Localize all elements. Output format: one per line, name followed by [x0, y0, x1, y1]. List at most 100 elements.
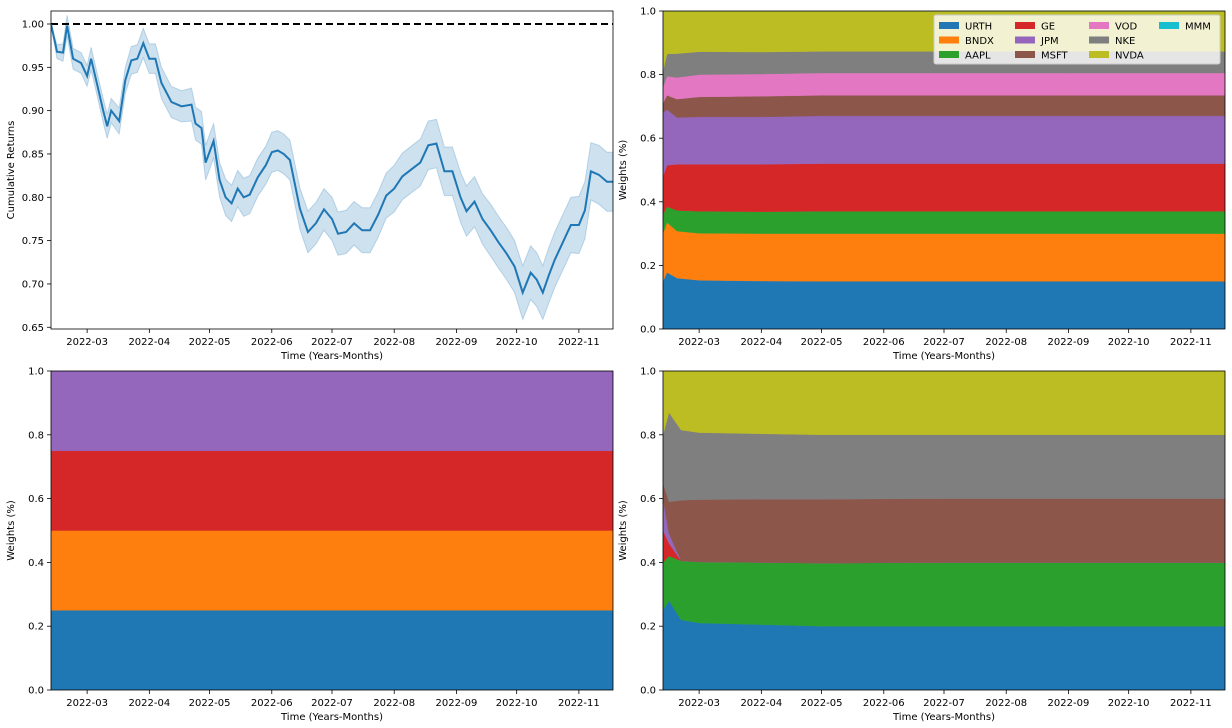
data-point — [201, 127, 203, 129]
y-tick-label: 0.6 — [28, 494, 44, 505]
x-tick-label: 2022-09 — [1048, 698, 1090, 709]
x-tick-label: 2022-05 — [189, 337, 231, 348]
x-tick-label: 2022-06 — [863, 337, 905, 348]
x-tick-label: 2022-08 — [985, 698, 1027, 709]
data-point — [237, 188, 239, 190]
data-point — [96, 84, 98, 86]
data-point — [265, 164, 267, 166]
data-point — [345, 231, 347, 233]
y-tick-label: 0.95 — [22, 63, 44, 74]
data-point — [181, 106, 183, 108]
legend-label-nke: NKE — [1115, 36, 1135, 47]
data-point — [536, 279, 538, 281]
data-point — [213, 140, 215, 142]
data-point — [452, 171, 454, 173]
data-point — [155, 58, 157, 60]
cumulative-returns-line — [51, 23, 613, 296]
legend-swatch-urth — [939, 22, 959, 29]
legend-label-aapl: AAPL — [965, 51, 991, 62]
data-point — [225, 197, 227, 199]
plot-area — [51, 15, 613, 322]
data-point — [353, 223, 355, 225]
data-point — [72, 58, 74, 60]
y-tick-label: 1.0 — [640, 367, 656, 378]
y-tick-label: 0.2 — [640, 622, 656, 633]
data-point — [466, 210, 468, 212]
data-point — [460, 197, 462, 199]
y-tick-label: 0.75 — [22, 236, 44, 247]
legend: URTH BNDX AAPL GE JPM MSFT VOD NKE NVDA MMM — [933, 14, 1221, 65]
legend-label-bndx: BNDX — [965, 36, 994, 47]
area-aapl — [663, 555, 1225, 627]
plot-area — [663, 11, 1225, 329]
x-tick-label: 2022-03 — [66, 698, 108, 709]
y-tick-label: 0.65 — [22, 323, 44, 334]
x-tick-label: 2022-11 — [558, 698, 600, 709]
data-point — [606, 181, 608, 183]
data-point — [106, 125, 108, 127]
data-point — [436, 143, 438, 145]
data-point — [331, 218, 333, 220]
data-point — [131, 60, 133, 62]
legend-label-msft: MSFT — [1041, 51, 1069, 62]
legend-swatch-nke — [1089, 36, 1109, 44]
data-point — [315, 223, 317, 225]
data-point — [420, 162, 422, 164]
area-jpm — [51, 371, 613, 451]
data-point — [118, 120, 120, 122]
data-point — [542, 292, 544, 294]
x-tick-label: 2022-10 — [496, 337, 538, 348]
data-point — [393, 188, 395, 190]
x-tick-label: 2022-10 — [1108, 337, 1150, 348]
data-point — [102, 110, 104, 112]
legend-label-nvda: NVDA — [1115, 51, 1144, 62]
x-tick-label: 2022-03 — [678, 337, 720, 348]
data-point — [231, 203, 233, 205]
x-tick-label: 2022-11 — [1170, 698, 1212, 709]
x-tick-label: 2022-03 — [678, 698, 720, 709]
data-point — [191, 104, 193, 106]
data-point — [369, 229, 371, 231]
data-point — [578, 224, 580, 226]
data-point — [289, 159, 291, 161]
x-tick-label: 2022-05 — [189, 698, 231, 709]
legend-label-vod: VOD — [1115, 22, 1138, 33]
data-point — [277, 150, 279, 152]
x-tick-label: 2022-04 — [128, 698, 170, 709]
legend-swatch-mmm — [1159, 22, 1179, 29]
data-point — [570, 224, 572, 226]
chart-panel-3: 2022-03 2022-04 2022-05 2022-06 2022-07 2022-… — [6, 367, 614, 723]
x-tick-label: 2022-10 — [1108, 698, 1150, 709]
data-point — [337, 233, 339, 235]
area-nvda — [663, 371, 1225, 435]
y-tick-label: 0.4 — [28, 558, 44, 569]
area-msft — [663, 95, 1225, 118]
x-tick-label: 2022-04 — [740, 337, 782, 348]
y-tick-label: 0.4 — [640, 558, 656, 569]
data-point — [482, 218, 484, 220]
y-axis-label: Weights (%) — [6, 500, 17, 561]
x-axis-label: Time (Years-Months) — [892, 351, 995, 362]
data-point — [110, 110, 112, 112]
chart-panel-1: 2022-03 2022-04 2022-05 2022-06 2022-07 2022-… — [6, 10, 614, 362]
x-tick-label: 2022-09 — [1048, 337, 1090, 348]
data-point — [323, 209, 325, 211]
data-point — [444, 171, 446, 173]
y-tick-label: 1.0 — [640, 7, 656, 18]
area-ge — [51, 450, 613, 531]
x-tick-label: 2022-07 — [311, 698, 353, 709]
y-axis-label: Weights (%) — [618, 500, 629, 561]
y-tick-label: 0.70 — [22, 279, 44, 290]
data-point — [548, 275, 550, 277]
x-tick-label: 2022-08 — [985, 337, 1027, 348]
data-point — [249, 194, 251, 196]
y-tick-label: 0.4 — [640, 197, 656, 208]
x-tick-label: 2022-09 — [436, 337, 478, 348]
area-urth — [51, 610, 613, 690]
data-point — [506, 253, 508, 255]
data-point — [195, 123, 197, 125]
data-point — [137, 58, 139, 60]
data-point — [171, 101, 173, 103]
area-bndx — [51, 530, 613, 611]
data-point — [90, 58, 92, 60]
